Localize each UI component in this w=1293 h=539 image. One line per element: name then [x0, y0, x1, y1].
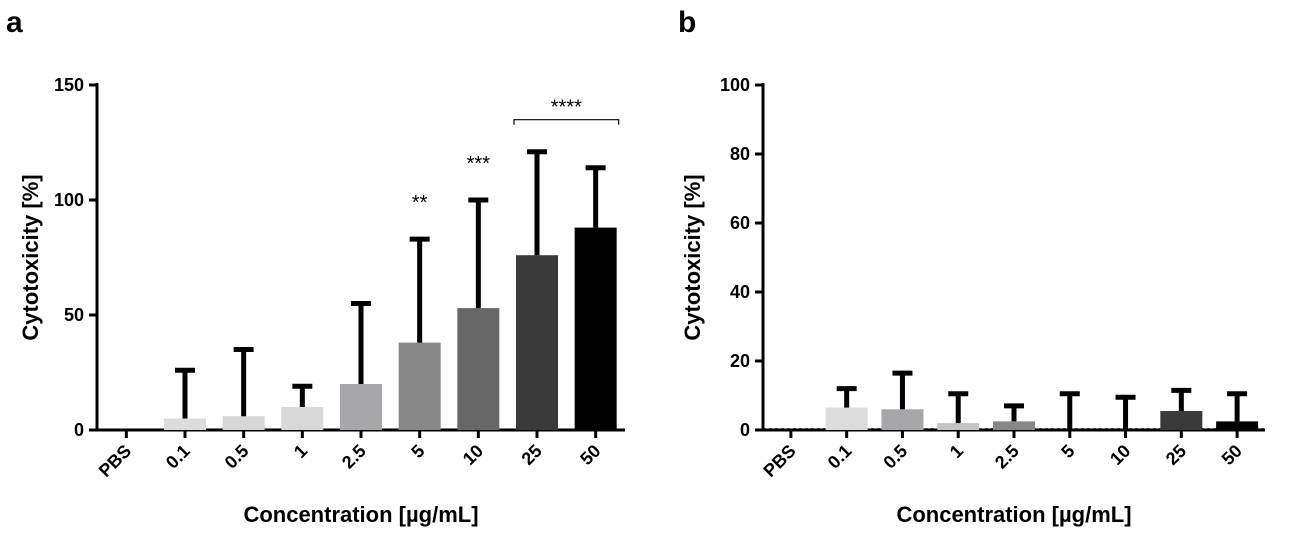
bar-10 — [457, 308, 500, 430]
y-tick-label: 80 — [730, 144, 750, 164]
bar-0.1 — [825, 407, 868, 430]
bar-5 — [398, 342, 441, 430]
y-tick-label: 50 — [64, 305, 84, 325]
x-tick-label: 2.5 — [991, 441, 1023, 473]
bar-50 — [574, 227, 617, 430]
x-tick-label: 0.5 — [221, 441, 253, 473]
bar-50 — [1216, 421, 1259, 430]
bar-0.1 — [164, 418, 206, 430]
x-tick-label: 10 — [1106, 441, 1134, 469]
x-axis-title: Concentration [µg/mL] — [243, 502, 478, 527]
y-tick-label: 100 — [720, 75, 750, 95]
y-tick-label: 20 — [730, 351, 750, 371]
x-tick-label: 0.5 — [879, 441, 911, 473]
significance-label: **** — [551, 97, 582, 119]
bar-2.5 — [340, 384, 382, 430]
y-tick-label: 0 — [74, 420, 84, 440]
bar-25 — [1160, 411, 1203, 430]
y-tick-label: 40 — [730, 282, 750, 302]
panel-b-chart: 0 20 40 60 80 100 PBS 0.1 0.5 1 2.5 5 10 25 50 Concentr… — [680, 75, 1265, 527]
significance-label: ** — [412, 192, 428, 214]
x-tick-label: 50 — [1218, 441, 1246, 469]
y-tick-label: 150 — [54, 75, 84, 95]
x-tick-label: 50 — [576, 441, 604, 469]
y-tick-label: 60 — [730, 213, 750, 233]
bar-0.5 — [222, 416, 265, 430]
x-tick-label: PBS — [95, 441, 135, 481]
x-tick-label: 1 — [946, 441, 967, 462]
bar-0.5 — [881, 409, 924, 430]
x-tick-label: 1 — [290, 441, 311, 462]
x-tick-label: PBS — [759, 441, 799, 481]
y-axis-title: Cytotoxicity [%] — [680, 174, 705, 340]
x-axis-title: Concentration [µg/mL] — [896, 502, 1131, 527]
x-tick-label: 0.1 — [824, 441, 856, 473]
significance-bracket — [513, 119, 620, 125]
x-tick-label: 25 — [1162, 441, 1190, 469]
panel-letter-b: b — [678, 6, 696, 39]
bar-1 — [281, 407, 324, 430]
x-tick-label: 0.1 — [162, 441, 194, 473]
x-tick-label: 2.5 — [338, 441, 370, 473]
panel-letter-a: a — [6, 6, 23, 39]
y-tick-label: 0 — [740, 420, 750, 440]
y-tick-label: 100 — [54, 190, 84, 210]
bar-25 — [516, 255, 558, 430]
x-tick-label: 5 — [1057, 441, 1078, 462]
bar-2.5 — [993, 421, 1035, 430]
y-axis-title: Cytotoxicity [%] — [18, 174, 43, 340]
x-tick-label: 10 — [459, 441, 487, 469]
significance-label: *** — [467, 153, 491, 175]
x-tick-label: 5 — [407, 441, 428, 462]
bar-1 — [937, 423, 980, 430]
x-tick-label: 25 — [518, 441, 546, 469]
